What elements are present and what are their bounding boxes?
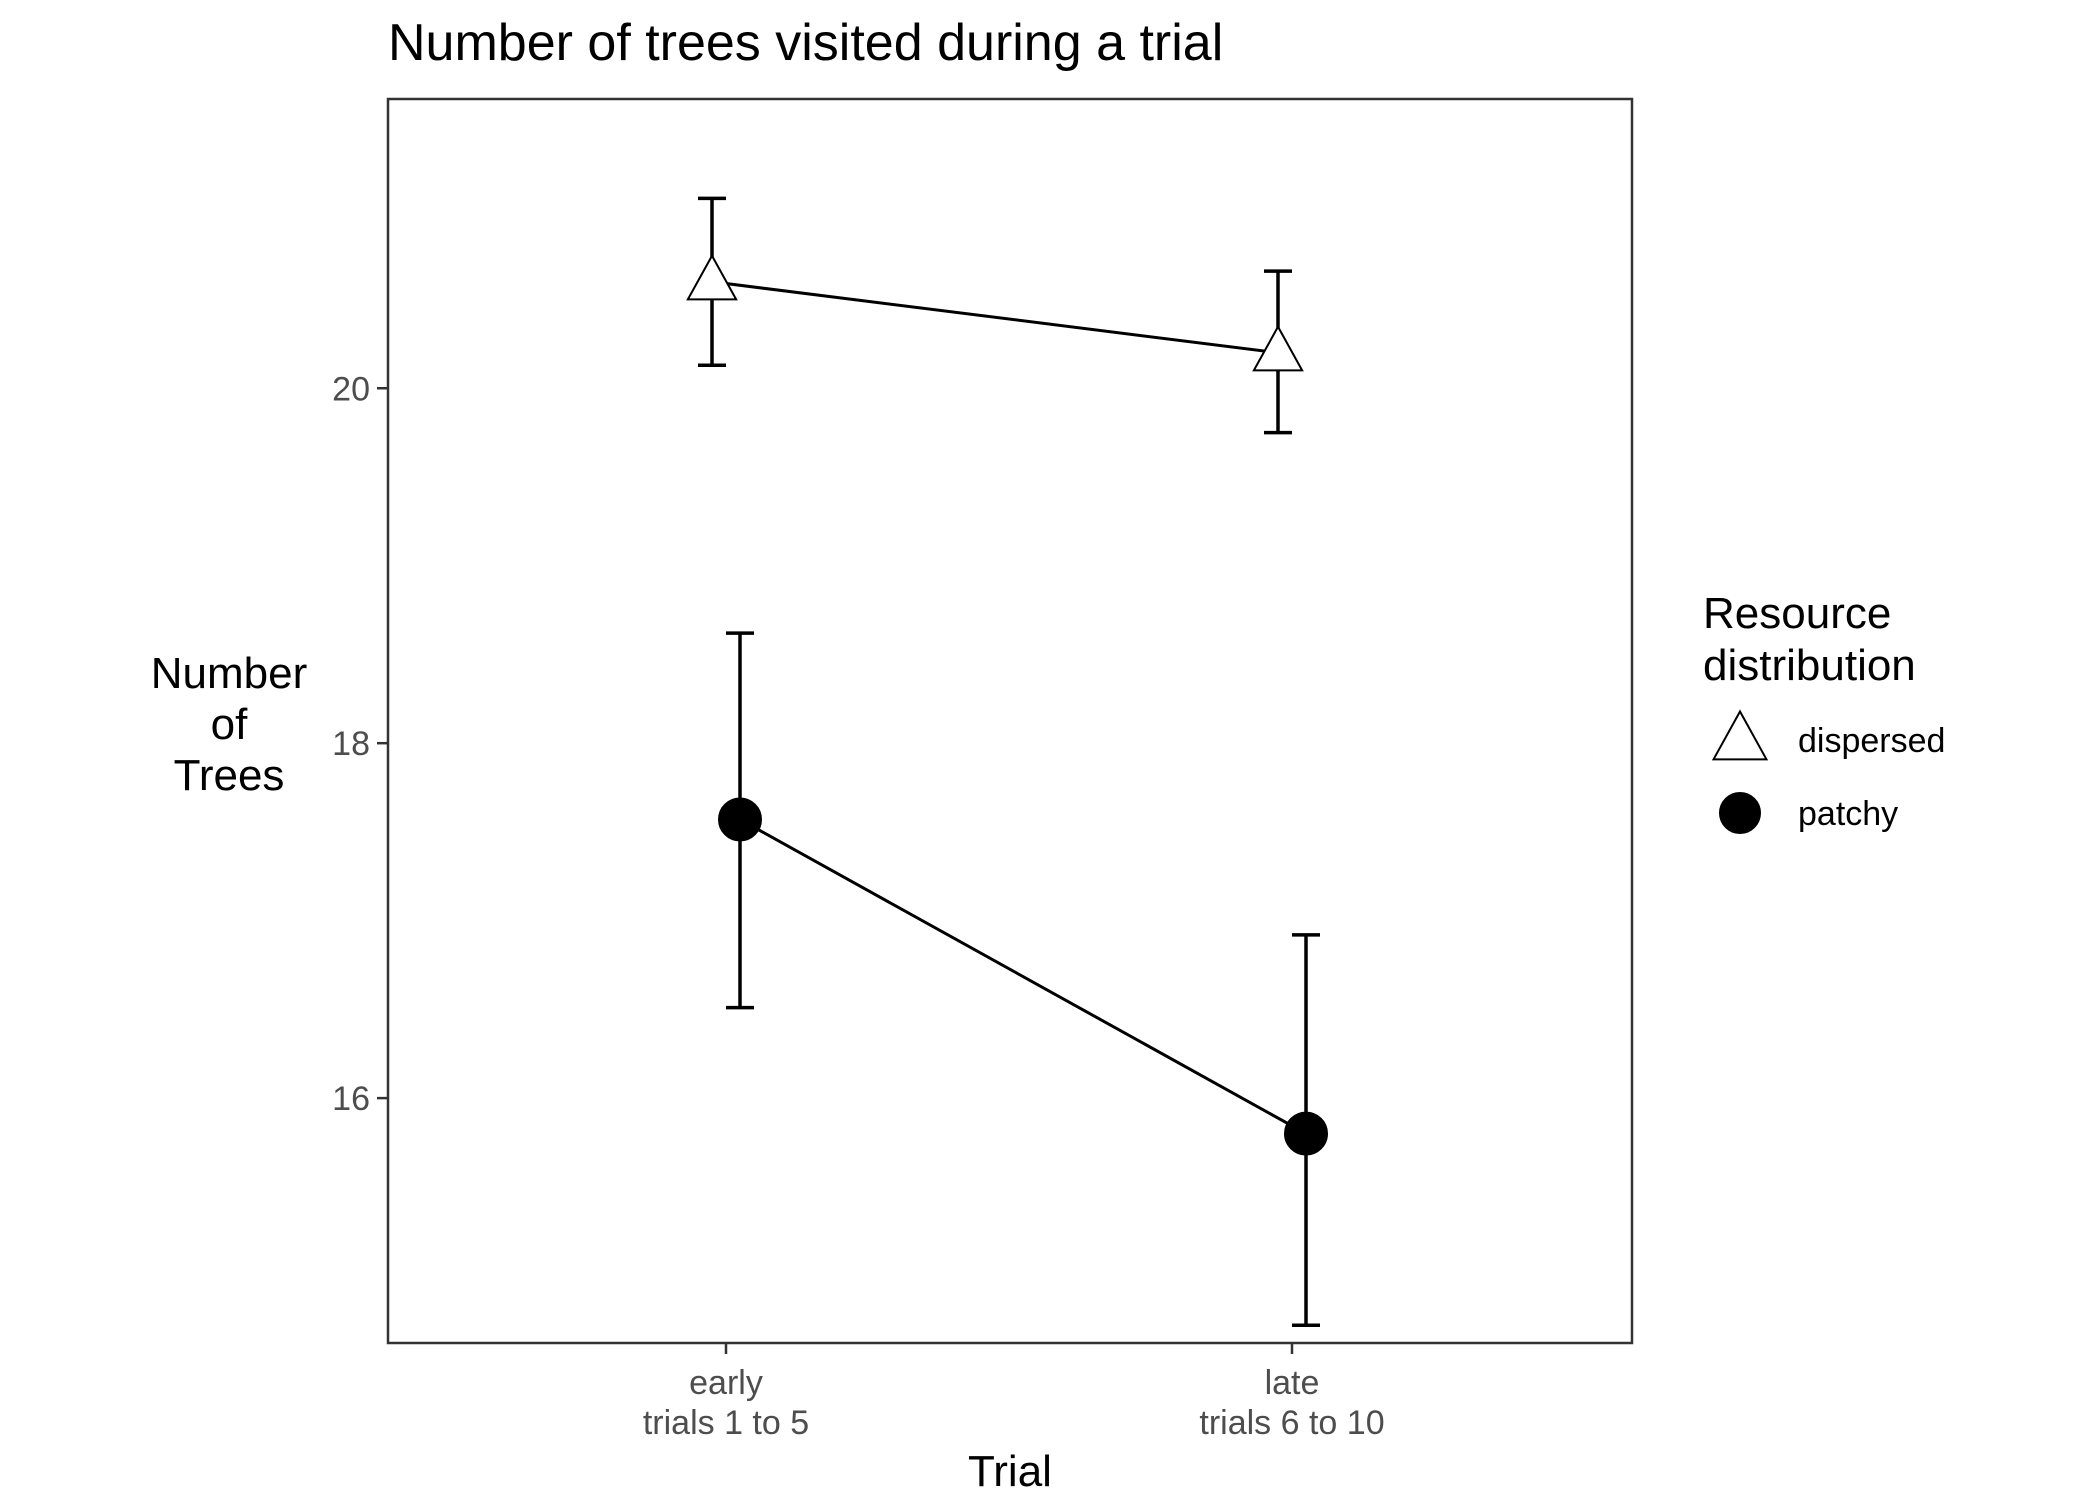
chart-title: Number of trees visited during a trial — [388, 14, 1223, 72]
legend-label: patchy — [1798, 795, 1898, 833]
series-line-dispersed — [711, 280, 1279, 355]
point-marker-patchy — [718, 797, 762, 842]
legend: Resource distribution dispersed patchy — [1703, 589, 1945, 834]
legend-item-dispersed: dispersed — [1711, 709, 1945, 761]
legend-title-line-1: Resource — [1703, 589, 1891, 638]
y-tick-label: 18 — [332, 725, 370, 763]
y-tick-label: 20 — [332, 370, 370, 408]
x-tick-label: early — [689, 1364, 763, 1402]
y-axis-title-line-2: of — [211, 700, 248, 749]
series-dispersed — [686, 196, 1304, 435]
point-marker-dispersed — [1252, 324, 1304, 372]
y-tick-label: 16 — [332, 1080, 370, 1118]
y-axis: 16 18 20 — [332, 370, 388, 1118]
point-marker-patchy — [1719, 792, 1761, 834]
legend-item-patchy: patchy — [1719, 792, 1898, 834]
point-marker-dispersed — [1711, 709, 1769, 761]
x-tick-label: late — [1265, 1364, 1320, 1402]
legend-keys: dispersed patchy — [1711, 709, 1945, 834]
plot-panel — [386, 97, 1634, 1345]
point-marker-patchy — [1284, 1111, 1328, 1156]
point-marker-dispersed — [686, 253, 738, 301]
series-layer — [686, 196, 1328, 1328]
y-axis-title-line-3: Trees — [174, 751, 285, 800]
y-axis-title-line-1: Number — [151, 649, 308, 698]
x-axis-title: Trial — [968, 1447, 1052, 1496]
x-tick-sublabel: trials 6 to 10 — [1199, 1404, 1384, 1442]
series-line-patchy — [739, 818, 1307, 1135]
legend-label: dispersed — [1798, 722, 1945, 760]
legend-title-line-2: distribution — [1703, 641, 1916, 690]
x-tick-sublabel: trials 1 to 5 — [643, 1404, 809, 1442]
series-patchy — [718, 631, 1328, 1328]
y-axis-title: Number of Trees — [151, 649, 308, 800]
